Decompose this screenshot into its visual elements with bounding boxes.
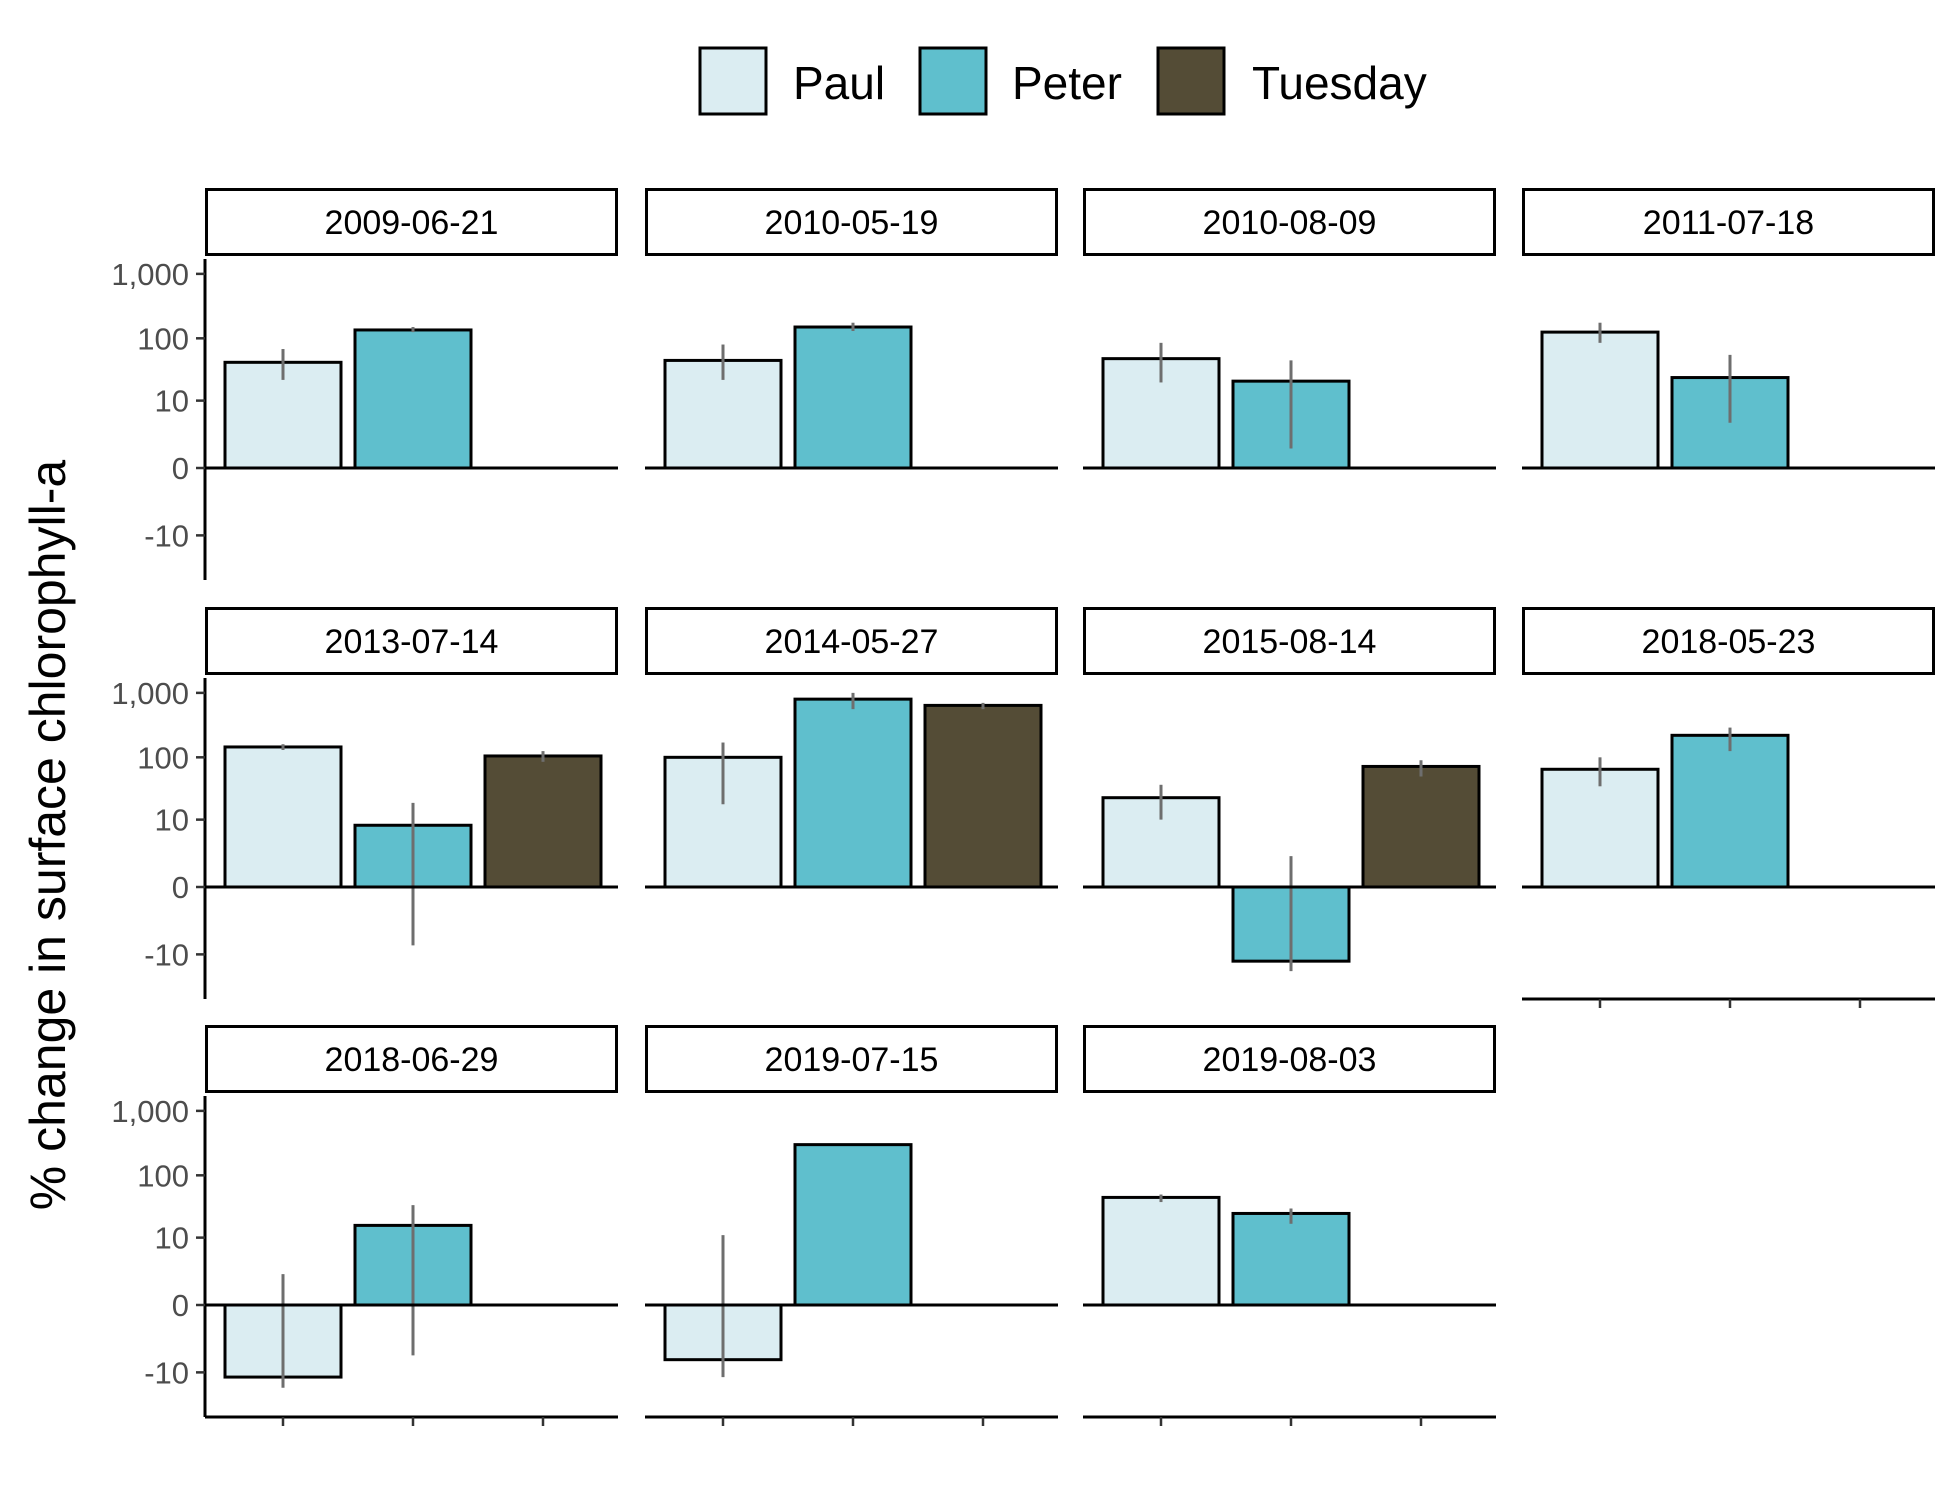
facet-strip	[645, 607, 1058, 675]
bar-peter	[793, 1143, 913, 1307]
y-tick-label: 100	[137, 1158, 189, 1193]
panel-2010-08-09: 2010-08-09	[1083, 188, 1496, 470]
facet-label: 2009-06-21	[325, 204, 499, 242]
y-tick-label: -10	[144, 1355, 189, 1390]
y-tick-label: -10	[144, 518, 189, 553]
facet-strip	[1522, 188, 1935, 256]
y-tick-label: 1,000	[111, 676, 189, 711]
bar-peter	[1670, 733, 1790, 889]
panel-2018-06-29: 2018-06-29 -10 0 10 100 1,000	[111, 1025, 618, 1426]
facet-label: 2011-07-18	[1643, 204, 1814, 242]
bar-paul	[223, 360, 343, 470]
y-axis-label: % change in surface chlorophyll-a	[20, 460, 76, 1211]
legend-label-paul: Paul	[793, 57, 885, 109]
panel-2013-07-14: 2013-07-14 -10 0 10 100 1,000	[111, 607, 618, 999]
facet-label: 2019-08-03	[1203, 1041, 1377, 1079]
bar-paul	[1540, 330, 1660, 470]
legend-key-paul	[698, 46, 768, 116]
panel-2014-05-27: 2014-05-27	[645, 607, 1058, 889]
bar-tuesday	[923, 703, 1043, 889]
y-tick-label: 10	[155, 803, 189, 838]
bar-peter	[353, 328, 473, 470]
bar-peter	[793, 697, 913, 889]
y-tick-label: 0	[172, 1288, 189, 1323]
bar-paul	[1101, 796, 1221, 889]
facet-strip	[205, 188, 618, 256]
y-tick-label: 1,000	[111, 1094, 189, 1129]
facet-label: 2019-07-15	[765, 1041, 939, 1079]
facet-label: 2018-05-23	[1642, 623, 1816, 661]
y-tick-label: 0	[172, 870, 189, 905]
y-tick-label: 10	[155, 1221, 189, 1256]
y-tick-label: 1,000	[111, 257, 189, 292]
bar-paul	[1540, 767, 1660, 889]
bar-paul	[1101, 1195, 1221, 1307]
legend-label-tuesday: Tuesday	[1252, 57, 1427, 109]
legend-label-peter: Peter	[1012, 57, 1122, 109]
panel-2011-07-18: 2011-07-18	[1522, 188, 1935, 470]
panel-2010-05-19: 2010-05-19	[645, 188, 1058, 470]
facet-label: 2010-05-19	[765, 204, 939, 242]
bar-peter	[1231, 1211, 1351, 1307]
y-tick-label: 0	[172, 451, 189, 486]
facet-strip	[205, 607, 618, 675]
panel-2018-05-23: 2018-05-23	[1522, 607, 1935, 1008]
panel-2019-07-15: 2019-07-15	[645, 1025, 1058, 1426]
facet-strip	[645, 188, 1058, 256]
panel-2009-06-21: 2009-06-21 -10 0 10 100 1,000	[111, 188, 618, 580]
panel-2015-08-14: 2015-08-14	[1083, 607, 1496, 972]
facet-strip	[1083, 1025, 1496, 1093]
facet-strip	[645, 1025, 1058, 1093]
y-tick-label: -10	[144, 937, 189, 972]
facet-strip	[1083, 188, 1496, 256]
facet-strip	[1083, 607, 1496, 675]
bar-paul	[223, 745, 343, 889]
panel-2019-08-03: 2019-08-03	[1083, 1025, 1496, 1426]
facet-label: 2010-08-09	[1203, 204, 1377, 242]
legend-key-peter	[918, 46, 988, 116]
bar-tuesday	[1361, 764, 1481, 889]
bar-peter	[793, 325, 913, 470]
bar-tuesday	[483, 754, 603, 889]
facet-label: 2018-06-29	[325, 1041, 499, 1079]
facet-label: 2014-05-27	[765, 623, 939, 661]
facet-label: 2015-08-14	[1203, 623, 1377, 661]
y-tick-label: 10	[155, 384, 189, 419]
facet-strip	[1522, 607, 1935, 675]
y-tick-label: 100	[137, 321, 189, 356]
y-tick-label: 100	[137, 740, 189, 775]
facet-strip	[205, 1025, 618, 1093]
facet-label: 2013-07-14	[325, 623, 499, 661]
legend-key-tuesday	[1156, 46, 1226, 116]
legend: Paul Peter Tuesday	[698, 46, 1427, 116]
